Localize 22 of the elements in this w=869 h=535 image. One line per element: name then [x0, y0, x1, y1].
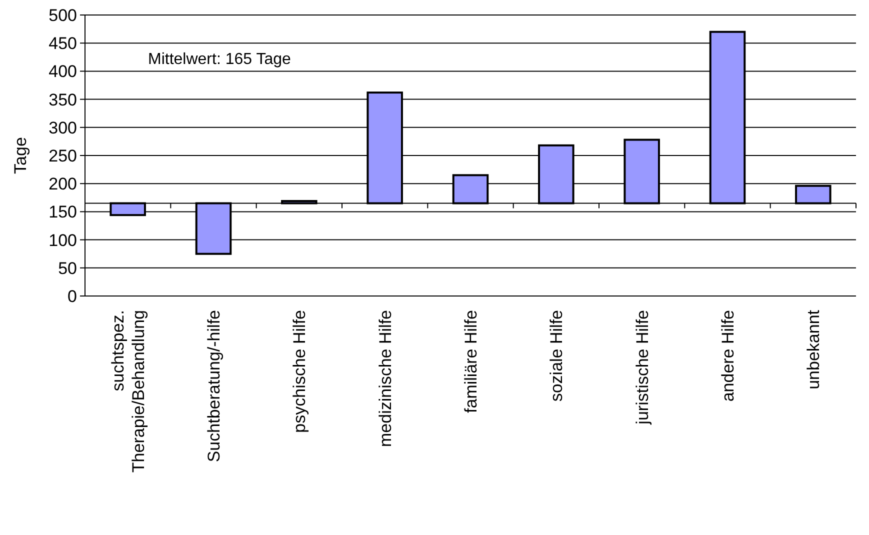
x-tick-label: medizinische Hilfe [376, 310, 395, 447]
y-tick-label: 200 [48, 174, 77, 194]
x-tick-label: andere Hilfe [718, 310, 738, 402]
x-tick-label: Suchtberatung/-hilfe [204, 310, 224, 462]
y-tick-label: 100 [48, 230, 77, 250]
y-tick-label: 300 [48, 118, 77, 138]
x-tick-label: soziale Hilfe [547, 310, 566, 402]
y-tick-label: 250 [48, 146, 77, 166]
x-tick-label: juristische Hilfe [632, 310, 652, 426]
y-tick-label: 0 [68, 286, 77, 306]
y-tick-label: 400 [48, 62, 77, 82]
y-tick-label: 350 [48, 90, 77, 110]
x-tick-label: suchtspez. Therapie/Behandlung [108, 310, 148, 473]
y-tick-label: 50 [58, 258, 77, 278]
y-axis-title: Tage [11, 137, 30, 174]
annotation: Mittelwert: 165 Tage [148, 51, 291, 68]
x-tick-label: familiäre Hilfe [461, 310, 480, 413]
x-tick-label: unbekannt [804, 310, 824, 390]
y-tick-label: 450 [48, 34, 77, 54]
x-tick-label: psychische Hilfe [290, 310, 310, 433]
y-tick-label: 150 [48, 202, 77, 222]
y-tick-label: 500 [48, 6, 77, 25]
